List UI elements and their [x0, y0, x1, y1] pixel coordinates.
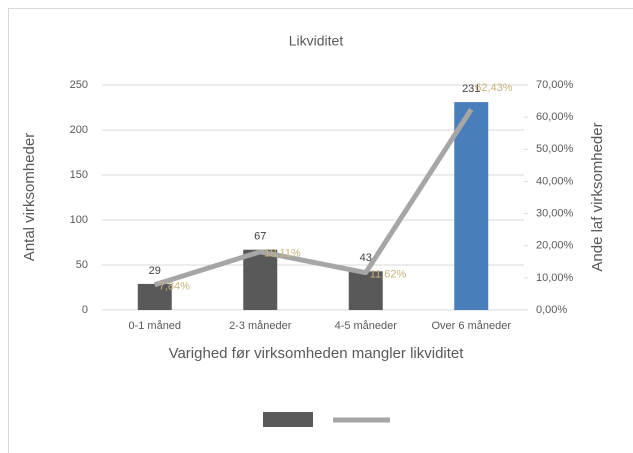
y2-tick-label: 70,00% [536, 79, 574, 91]
line-value-label: 18,11% [264, 248, 301, 260]
y2-tick-label: 10,00% [536, 272, 574, 284]
x-tick-label: Over 6 måneder [432, 320, 512, 332]
bar-value-label: 67 [254, 231, 266, 243]
y2-axis-title: Ande laf virksomheder [589, 122, 606, 271]
chart-title: Likviditet [289, 33, 344, 49]
y-tick-label: 100 [70, 214, 88, 226]
y2-tick-label: 30,00% [536, 207, 574, 219]
bar-value-label: 29 [149, 265, 161, 277]
x-tick-label: 2-3 måneder [229, 320, 292, 332]
chart-border [8, 8, 633, 453]
bar [348, 271, 383, 310]
line-value-label: 11,62% [370, 269, 407, 281]
y-tick-label: 50 [76, 259, 88, 271]
y-tick-label: 0 [82, 304, 88, 316]
bar-value-label: 231 [462, 83, 480, 95]
line-value-label: 7,84% [159, 281, 190, 293]
x-tick-label: 4-5 måneder [335, 320, 398, 332]
bar-value-label: 43 [360, 252, 372, 264]
y-tick-label: 200 [70, 124, 88, 136]
x-tick-label: 0-1 måned [128, 320, 181, 332]
y2-tick-label: 0,00% [536, 304, 567, 316]
bar [243, 249, 278, 310]
y-tick-label: 250 [70, 79, 88, 91]
line-value-label: 62,43% [475, 82, 513, 94]
y2-tick-label: 50,00% [536, 143, 574, 155]
y2-tick-label: 20,00% [536, 240, 574, 252]
y2-tick-label: 40,00% [536, 175, 574, 187]
legend-swatch [263, 412, 313, 427]
y2-tick-label: 60,00% [536, 111, 574, 123]
y-axis-title: Antal virksomheder [21, 133, 38, 261]
bar [137, 283, 172, 310]
y-tick-label: 150 [70, 169, 88, 181]
bar [454, 102, 489, 310]
x-axis-title: Varighed før virksomheden mangler likvid… [169, 345, 465, 362]
line [154, 107, 474, 288]
